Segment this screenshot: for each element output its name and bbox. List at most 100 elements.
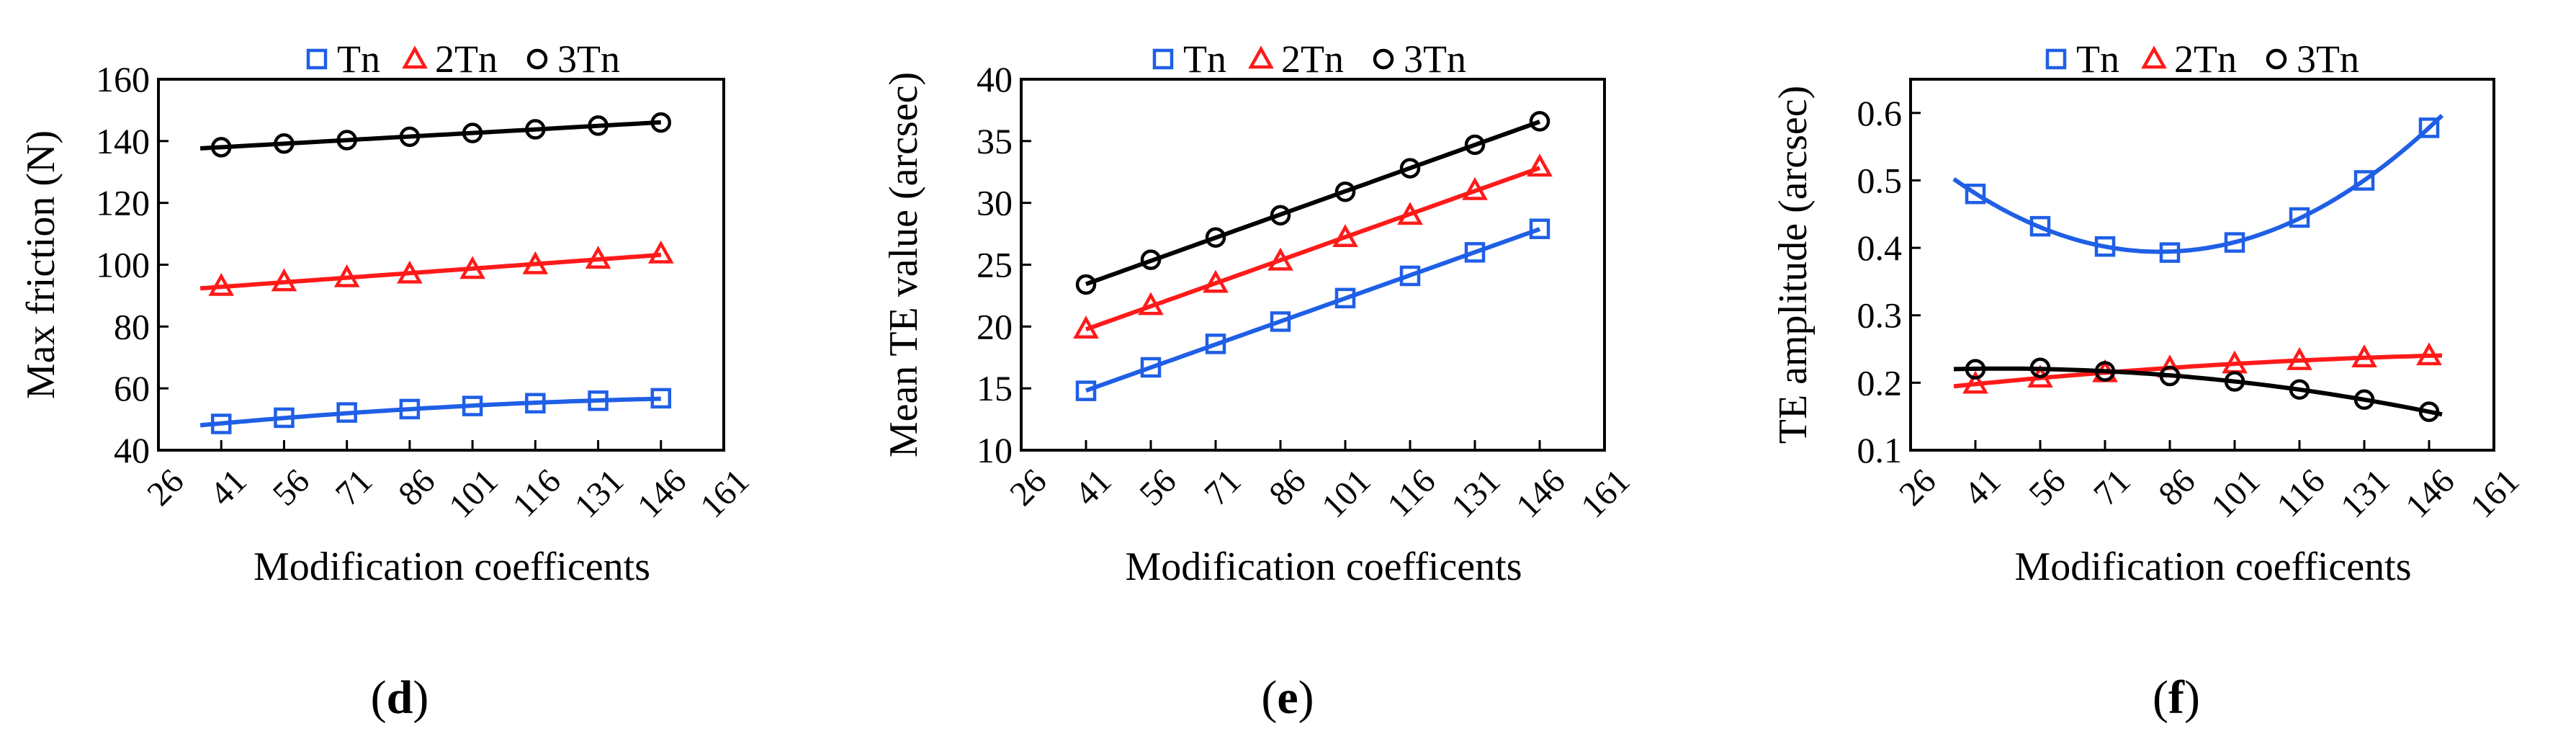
y-tick-label: 15: [977, 368, 1013, 408]
data-point-2Tn: [397, 260, 423, 284]
data-point-Tn: [2353, 170, 2375, 191]
data-point-Tn: [462, 395, 483, 416]
x-tick-label: 86: [2151, 462, 2202, 513]
data-point-3Tn: [1075, 274, 1097, 295]
legend-entry-Tn: Tn: [337, 37, 380, 81]
data-point-3Tn: [336, 130, 357, 151]
plot-frame: [1909, 78, 2495, 452]
data-point-2Tn: [1203, 269, 1229, 293]
y-tick-label: 40: [977, 59, 1013, 99]
data-point-3Tn: [2289, 379, 2310, 400]
y-axis-label: TE amplitude (arcsec): [1771, 86, 1816, 444]
fit-line-3Tn: [1085, 120, 1541, 287]
data-point-Tn: [1205, 334, 1226, 354]
data-point-3Tn: [210, 137, 232, 158]
data-point-Tn: [525, 393, 546, 414]
data-point-2Tn: [2416, 342, 2442, 366]
data-point-3Tn: [1205, 227, 1226, 248]
x-tick-label: 116: [1380, 462, 1442, 524]
data-point-Tn: [1529, 218, 1550, 239]
data-point-3Tn: [399, 126, 421, 148]
data-point-2Tn: [459, 256, 485, 279]
legend-marker-2Tn: [2141, 45, 2167, 69]
data-point-2Tn: [208, 272, 235, 296]
data-point-Tn: [2159, 242, 2181, 263]
series-2Tn: [199, 240, 674, 296]
x-tick-label: 116: [506, 462, 568, 524]
data-point-3Tn: [525, 119, 546, 140]
data-point-3Tn: [1464, 134, 1486, 156]
fit-line-Tn: [199, 396, 661, 428]
series-3Tn: [199, 112, 672, 158]
data-point-Tn: [1270, 311, 1291, 332]
data-point-Tn: [2094, 236, 2116, 257]
data-point-2Tn: [2286, 346, 2312, 370]
data-point-Tn: [1075, 380, 1097, 401]
data-point-Tn: [1965, 183, 1986, 205]
legend-entry-3Tn: 3Tn: [2297, 37, 2359, 81]
legend-marker-Tn: [2045, 48, 2067, 70]
legend-entry-Tn: Tn: [1183, 37, 1226, 81]
data-point-2Tn: [1073, 315, 1099, 339]
x-tick-label: 56: [266, 462, 317, 513]
x-tick-label: 161: [1574, 462, 1637, 525]
data-point-Tn: [1334, 287, 1356, 309]
data-point-2Tn: [1462, 176, 1488, 200]
x-tick-label: 71: [1197, 462, 1248, 513]
data-point-2Tn: [585, 246, 611, 269]
x-tick-label: 116: [2269, 462, 2332, 524]
legend: Tn 2Tn 3Tn: [1152, 37, 1466, 81]
x-tick-label: 101: [1314, 462, 1378, 525]
x-tick-label: 86: [1262, 462, 1313, 513]
y-axis-label: Max friction (N): [19, 130, 63, 399]
data-point-Tn: [650, 388, 672, 409]
legend: Tn 2Tn 3Tn: [2045, 37, 2359, 81]
y-tick-label: 0.5: [1857, 160, 1903, 200]
series-2Tn: [1073, 153, 1553, 339]
y-tick-label: 0.2: [1857, 362, 1903, 403]
data-point-3Tn: [274, 133, 295, 154]
x-tick-label: 131: [2333, 462, 2397, 525]
fit-line-2Tn: [1085, 166, 1540, 332]
x-tick-label: 56: [2021, 462, 2073, 513]
x-tick-label: 41: [202, 462, 253, 513]
data-point-Tn: [2029, 215, 2051, 237]
x-tick-label: 131: [567, 462, 631, 525]
legend-marker-Tn: [1152, 48, 1174, 70]
data-point-3Tn: [2418, 401, 2440, 422]
x-tick-label: 41: [1957, 462, 2008, 513]
y-tick-label: 100: [96, 245, 150, 285]
x-tick-label: 146: [630, 462, 694, 525]
series-3Tn: [1075, 111, 1550, 295]
y-tick-label: 120: [96, 183, 150, 223]
legend-entry-Tn: Tn: [2076, 37, 2119, 81]
data-point-3Tn: [1270, 205, 1291, 226]
y-tick-label: 0.4: [1857, 228, 1903, 268]
data-point-3Tn: [650, 112, 672, 133]
x-tick-label: 161: [693, 462, 756, 525]
x-tick-label: 131: [1444, 462, 1507, 525]
data-point-Tn: [399, 398, 421, 420]
data-point-2Tn: [1527, 153, 1553, 177]
data-point-2Tn: [2027, 364, 2053, 388]
data-point-3Tn: [1529, 111, 1550, 132]
data-point-3Tn: [2224, 371, 2245, 392]
data-point-2Tn: [522, 251, 549, 274]
legend-marker-Tn: [306, 48, 328, 70]
data-point-3Tn: [1399, 158, 1421, 179]
y-tick-label: 35: [977, 121, 1013, 161]
x-axis-label: Modification coefficents: [2014, 545, 2411, 589]
data-point-2Tn: [1397, 202, 1423, 225]
data-point-Tn: [210, 413, 232, 434]
x-tick-label: 101: [2204, 462, 2267, 525]
y-tick-label: 80: [114, 306, 150, 346]
chart-panel-f: 0.10.20.30.40.50.626 41 56 71 86 101 116 131 146…: [1771, 37, 2527, 589]
data-point-2Tn: [271, 268, 297, 292]
x-tick-label: 101: [441, 462, 505, 525]
fit-line-Tn: [1952, 114, 2444, 254]
data-point-3Tn: [1965, 359, 1986, 380]
legend-entry-3Tn: 3Tn: [1404, 37, 1466, 81]
data-point-3Tn: [2094, 361, 2116, 382]
